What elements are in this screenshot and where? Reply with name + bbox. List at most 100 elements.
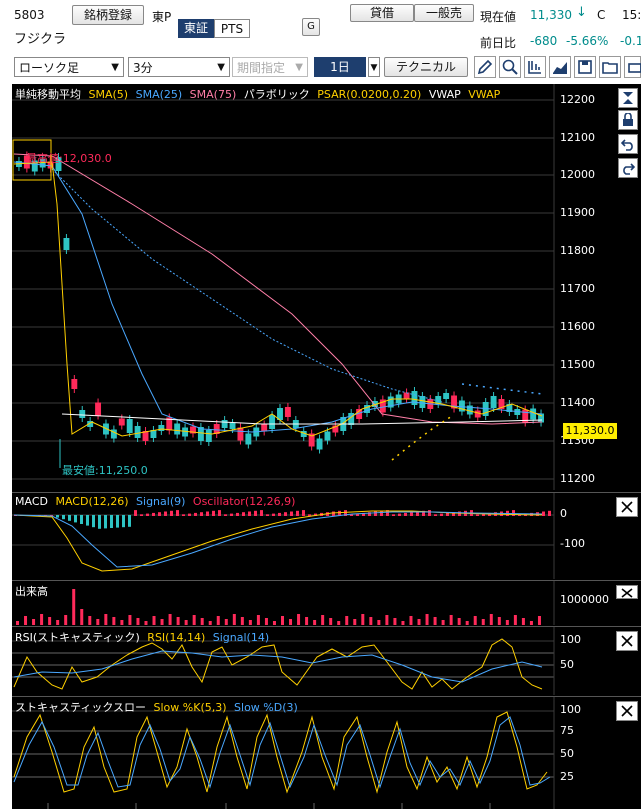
volume-bar bbox=[72, 589, 76, 625]
tab-pts[interactable]: PTS bbox=[214, 19, 250, 38]
legend-sma5: SMA(5) bbox=[88, 88, 129, 101]
volume-bar bbox=[48, 617, 52, 625]
legend-psar: PSAR(0.0200,0.20) bbox=[317, 88, 422, 101]
redo-icon[interactable] bbox=[618, 158, 638, 178]
volume-bar bbox=[64, 615, 68, 625]
current-price-label: 現在値 bbox=[480, 10, 517, 24]
legend-rsi: RSI(14,14) bbox=[147, 631, 206, 644]
y-tick: 50 bbox=[560, 658, 574, 671]
change-percent: -5.66% bbox=[566, 34, 609, 48]
close-icon[interactable] bbox=[616, 585, 638, 599]
macd-bar bbox=[152, 512, 155, 516]
macd-bar bbox=[314, 513, 317, 516]
legend-sma75: SMA(75) bbox=[189, 88, 237, 101]
macd-bar bbox=[80, 515, 83, 524]
period-select[interactable]: 期間指定 ▼ bbox=[232, 57, 308, 77]
interval-select[interactable]: 3分 ▼ bbox=[128, 57, 230, 77]
lock-icon[interactable] bbox=[618, 110, 638, 130]
technical-button[interactable]: テクニカル bbox=[384, 57, 468, 77]
sma75-line bbox=[13, 153, 543, 425]
watchlist-register-button[interactable]: 銘柄登録 bbox=[72, 5, 144, 25]
macd-bar bbox=[368, 512, 371, 516]
macd-bar bbox=[92, 515, 95, 528]
macd-bar bbox=[104, 515, 107, 529]
close-icon[interactable] bbox=[616, 701, 638, 721]
margin-buy-button[interactable]: 貸借 bbox=[350, 4, 414, 22]
volume-panel[interactable]: 出来高 1000000 bbox=[12, 580, 641, 625]
range-dropdown[interactable]: ▼ bbox=[368, 57, 380, 77]
close-flag: C bbox=[597, 8, 606, 22]
macd-bar bbox=[236, 512, 239, 516]
y-tick: 11700 bbox=[560, 282, 595, 295]
macd-bar bbox=[416, 511, 419, 516]
legend-slow-d: Slow %D(3) bbox=[234, 701, 298, 714]
price-panel[interactable]: 単純移動平均 SMA(5) SMA(25) SMA(75) パラボリック PSA… bbox=[12, 84, 641, 490]
macd-bar bbox=[110, 515, 113, 528]
macd-bar bbox=[362, 512, 365, 516]
macd-bar bbox=[122, 515, 125, 528]
macd-bar bbox=[182, 514, 185, 516]
macd-bar bbox=[386, 510, 389, 516]
undo-icon[interactable] bbox=[618, 134, 638, 154]
chart-type-select[interactable]: ローソク足 ▼ bbox=[14, 57, 124, 77]
macd-panel[interactable]: MACD MACD(12,26) Signal(9) Oscillator(12… bbox=[12, 492, 641, 579]
general-sell-button[interactable]: 一般売 bbox=[414, 4, 474, 22]
save-icon[interactable] bbox=[574, 56, 596, 78]
volume-bar bbox=[361, 614, 365, 625]
g-button[interactable]: G bbox=[302, 18, 320, 36]
expand-icon[interactable] bbox=[618, 88, 638, 108]
zoom-icon[interactable] bbox=[499, 56, 521, 78]
range-button[interactable]: 1日 bbox=[314, 57, 366, 77]
volume-bar bbox=[88, 616, 92, 625]
volume-bar bbox=[281, 616, 284, 625]
macd-bar bbox=[440, 513, 443, 516]
volume-bar bbox=[425, 614, 429, 625]
chart-type-value: ローソク足 bbox=[19, 61, 80, 75]
volume-bar bbox=[136, 618, 140, 625]
print-icon[interactable] bbox=[624, 56, 641, 78]
legend-macd: MACD(12,26) bbox=[55, 495, 129, 508]
volume-bar bbox=[128, 615, 132, 625]
macd-bar bbox=[86, 515, 89, 526]
pencil-icon[interactable] bbox=[474, 56, 496, 78]
volume-bar bbox=[160, 619, 164, 625]
tab-tosho[interactable]: 東証 bbox=[178, 19, 214, 38]
line-chart-icon[interactable] bbox=[549, 56, 571, 78]
stock-name: フジクラ bbox=[14, 32, 67, 47]
macd-bar bbox=[308, 514, 311, 516]
volume-bar bbox=[417, 619, 421, 625]
macd-bar bbox=[458, 511, 461, 516]
macd-bar bbox=[422, 510, 425, 516]
volume-bar bbox=[120, 620, 124, 625]
volume-bar bbox=[481, 619, 485, 625]
macd-bar bbox=[176, 510, 179, 516]
volume-bar bbox=[337, 621, 341, 625]
high-price-label: 最高値:12,030.0 bbox=[26, 152, 112, 165]
change-label: 前日比 bbox=[480, 36, 517, 50]
macd-bar bbox=[164, 511, 167, 516]
macd-bar bbox=[404, 512, 407, 516]
close-icon[interactable] bbox=[616, 631, 638, 651]
rsi-legend: RSI(ストキャスティック) RSI(14,14) Signal(14) bbox=[15, 629, 273, 645]
volume-panel-title: 出来高 bbox=[15, 585, 48, 598]
volume-bar bbox=[112, 617, 116, 625]
macd-bar bbox=[248, 511, 251, 516]
macd-bar bbox=[218, 510, 221, 516]
volume-bar bbox=[457, 618, 461, 625]
chevron-down-icon: ▼ bbox=[295, 62, 303, 73]
close-icon[interactable] bbox=[616, 497, 638, 517]
volume-bar bbox=[208, 621, 212, 625]
chart-area[interactable]: 単純移動平均 SMA(5) SMA(25) SMA(75) パラボリック PSA… bbox=[12, 84, 641, 809]
macd-bar bbox=[194, 512, 197, 516]
crosshair-icon[interactable] bbox=[524, 56, 546, 78]
volume-bar bbox=[16, 621, 19, 625]
folder-icon[interactable] bbox=[599, 56, 621, 78]
macd-bar bbox=[482, 513, 485, 516]
stochastic-panel[interactable]: ストキャスティックスロー Slow %K(5,3) Slow %D(3) 100… bbox=[12, 696, 641, 809]
vwap-line bbox=[51, 168, 443, 403]
rsi-panel[interactable]: RSI(ストキャスティック) RSI(14,14) Signal(14) 100… bbox=[12, 626, 641, 695]
y-tick: 25 bbox=[560, 770, 574, 783]
macd-bar bbox=[206, 511, 209, 516]
high-marker bbox=[12, 139, 52, 181]
price-chart-svg bbox=[12, 84, 555, 490]
